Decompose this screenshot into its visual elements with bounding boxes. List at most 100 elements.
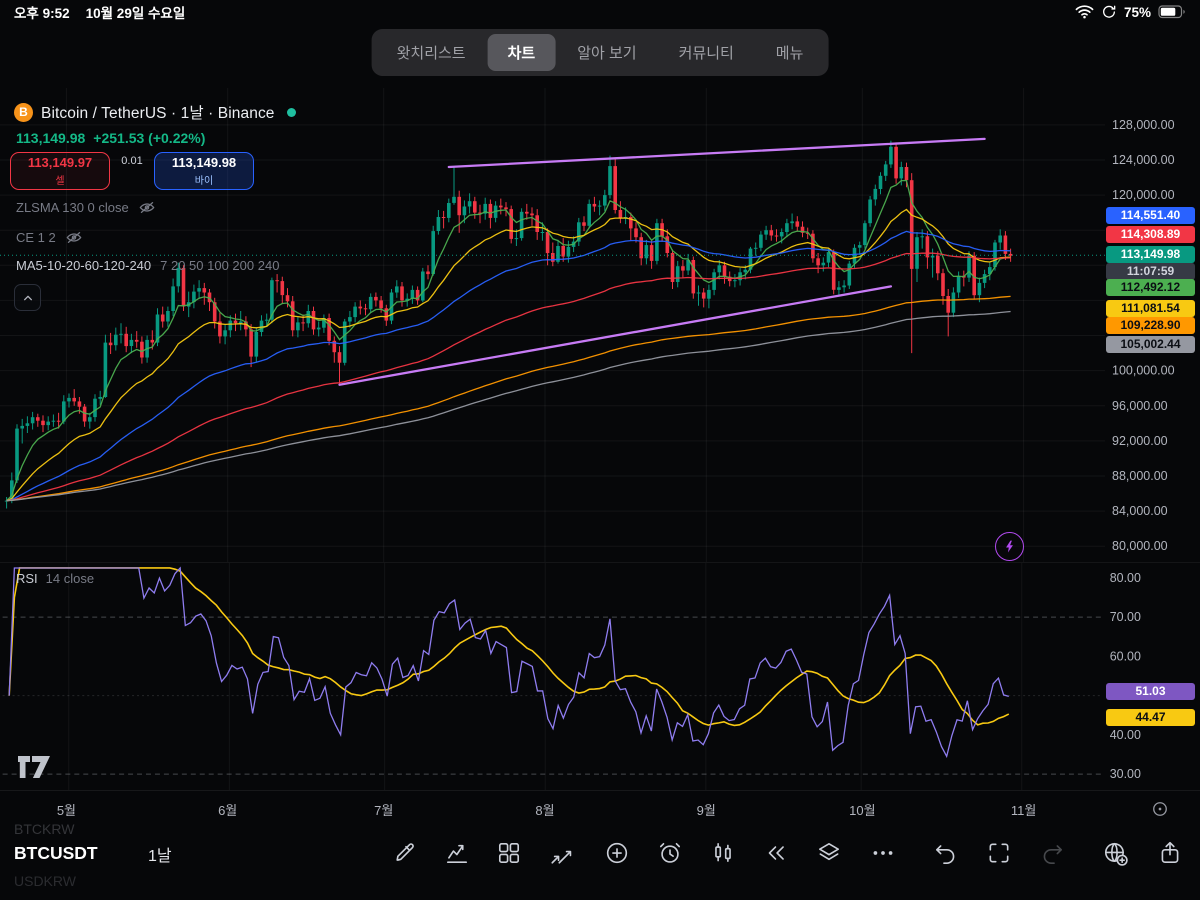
symbol-prev[interactable]: BTCKRW (14, 821, 75, 837)
chevron-up-icon (23, 295, 32, 300)
symbol-carousel[interactable]: BTCKRW BTCUSDT USDKRW (14, 818, 98, 892)
time-axis-month: 10월 (849, 803, 876, 818)
add-icon (606, 842, 628, 864)
main-tab-chart[interactable]: 차트 (487, 34, 556, 71)
alerts-button[interactable] (652, 835, 688, 871)
last-price: 113,149.98 (16, 130, 86, 146)
rsi-value-label: 44.47 (1106, 709, 1195, 726)
layouts-icon (498, 842, 520, 864)
rsi-pane: 80.00 70.00 60.00 40.00 30.00 RSI 14 close 5… (0, 562, 1200, 790)
draw-icon (396, 843, 414, 861)
main-tab-watchlist[interactable]: 왓치리스트 (377, 34, 486, 71)
rsi-plot[interactable]: 80.00 70.00 60.00 40.00 30.00 (0, 563, 1200, 790)
bar-countdown-label: 11:07:59 (1106, 263, 1195, 280)
svg-text:84,000.00: 84,000.00 (1112, 504, 1168, 518)
redo-button[interactable] (1035, 835, 1071, 871)
rsi-params: 14 close (45, 571, 95, 586)
eye-hidden-icon[interactable] (138, 200, 156, 215)
tradingview-logo[interactable] (16, 754, 52, 785)
indicator-rsi[interactable]: RSI 14 close (16, 571, 94, 586)
price-label: 111,081.54 (1106, 300, 1195, 317)
indicators-button[interactable] (439, 835, 475, 871)
fullscreen-icon (989, 843, 1009, 863)
main-tab-discover[interactable]: 알아 보기 (557, 34, 656, 71)
indicator-ce[interactable]: CE 1 2 (16, 230, 83, 245)
main-tab-community[interactable]: 커뮤니티 (659, 34, 754, 71)
collapse-legend-button[interactable] (14, 284, 41, 311)
price-label: 113,149.98 (1106, 246, 1195, 263)
status-date: 10월 29일 수요일 (85, 6, 186, 21)
main-chart-pane: 128,000.00 124,000.00 120,000.00 100,000.00… (0, 88, 1200, 562)
publish-button[interactable] (1097, 835, 1133, 871)
publish-icon (1104, 842, 1128, 866)
chart-type-icon (715, 842, 731, 862)
time-axis-month: 11월 (1010, 803, 1037, 818)
market-status-dot (286, 107, 296, 117)
price-label: 112,492.12 (1106, 279, 1195, 296)
wifi-icon (1075, 5, 1094, 19)
fullscreen-button[interactable] (981, 835, 1017, 871)
price-label: 114,551.40 (1106, 207, 1195, 224)
trade-buttons: 113,149.97 셀 0.01 113,149.98 바이 (10, 152, 254, 190)
bar-replay-button[interactable] (758, 835, 794, 871)
more-button[interactable] (865, 835, 901, 871)
buy-label: 바이 (194, 176, 214, 187)
object-tree-icon (818, 842, 840, 861)
ma-params: 7 20 50 100 200 240 (160, 258, 280, 273)
alerts-icon (659, 842, 681, 863)
svg-text:100,000.00: 100,000.00 (1112, 364, 1175, 378)
indicator-zlsma[interactable]: ZLSMA 130 0 close (16, 200, 156, 215)
status-bar: 오후 9:52 10월 29일 수요일 75% (0, 0, 1200, 24)
trendlines-icon (551, 850, 572, 864)
time-axis-month: 9월 (696, 803, 716, 818)
svg-text:70.00: 70.00 (1110, 610, 1141, 624)
price-label: 114,308.89 (1106, 226, 1195, 243)
chart-type-button[interactable] (705, 835, 741, 871)
undo-button[interactable] (927, 835, 963, 871)
svg-text:92,000.00: 92,000.00 (1112, 434, 1168, 448)
candlestick-chart[interactable]: 128,000.00 124,000.00 120,000.00 100,000.00… (0, 88, 1200, 562)
battery-icon (1158, 5, 1185, 19)
bar-replay-icon (768, 846, 784, 860)
quick-trade-button[interactable] (995, 532, 1024, 561)
sell-button[interactable]: 113,149.97 셀 (10, 152, 110, 190)
redo-icon (1043, 845, 1062, 864)
share-button[interactable] (1152, 835, 1188, 871)
price-change: +251.53 (+0.22%) (93, 130, 206, 146)
svg-text:30.00: 30.00 (1110, 767, 1141, 781)
symbol-current[interactable]: BTCUSDT (14, 843, 98, 863)
time-axis[interactable]: 5월 6월 7월 8월 9월 10월 11월 (0, 790, 1200, 826)
symbol-header[interactable]: B Bitcoin / TetherUS · 1날 · Binance (14, 101, 296, 123)
app-tab-bar: 왓치리스트 차트 알아 보기 커뮤니티 메뉴 (371, 29, 829, 76)
object-tree-button[interactable] (811, 835, 847, 871)
eye-hidden-icon[interactable] (65, 230, 83, 245)
battery-percent: 75% (1123, 4, 1151, 20)
indicators-icon (446, 844, 468, 864)
add-button[interactable] (599, 835, 635, 871)
sell-label: 셀 (55, 176, 65, 187)
main-tab-menu[interactable]: 메뉴 (756, 34, 824, 71)
symbol-next[interactable]: USDKRW (14, 873, 76, 889)
rsi-value-label: 51.03 (1106, 683, 1195, 700)
time-axis-month: 8월 (535, 803, 555, 818)
interval-button[interactable]: 1날 (148, 842, 172, 866)
trendlines-button[interactable] (544, 835, 580, 871)
svg-text:128,000.00: 128,000.00 (1112, 118, 1175, 132)
buy-price: 113,149.98 (171, 155, 237, 170)
svg-text:40.00: 40.00 (1110, 728, 1141, 742)
undo-icon (936, 845, 955, 864)
rsi-name: RSI (16, 571, 38, 586)
price-row: 113,149.98 +251.53 (+0.22%) (16, 130, 205, 146)
buy-button[interactable]: 113,149.98 바이 (154, 152, 254, 190)
go-to-realtime-button[interactable] (1150, 799, 1170, 822)
price-label: 109,228.90 (1106, 317, 1195, 334)
time-axis-month: 7월 (374, 803, 394, 818)
rotation-lock-icon (1102, 5, 1116, 18)
status-right: 75% (1075, 4, 1186, 20)
svg-text:80.00: 80.00 (1110, 571, 1141, 585)
layouts-button[interactable] (491, 835, 527, 871)
indicator-ma[interactable]: MA5-10-20-60-120-240 7 20 50 100 200 240 (16, 258, 279, 273)
time-axis-month: 6월 (218, 803, 238, 818)
share-icon (1161, 841, 1179, 864)
draw-button[interactable] (387, 835, 423, 871)
